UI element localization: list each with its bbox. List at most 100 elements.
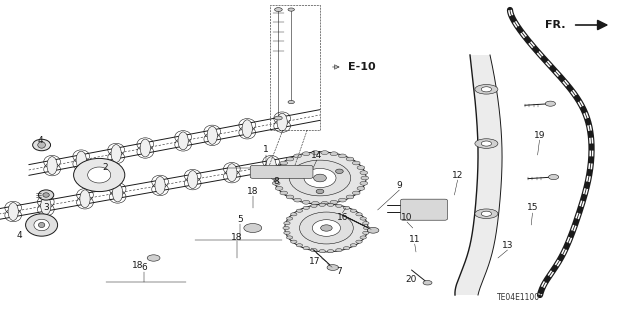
Ellipse shape: [284, 222, 290, 225]
Ellipse shape: [38, 142, 45, 148]
Ellipse shape: [328, 203, 334, 206]
Text: 4: 4: [38, 136, 43, 145]
Ellipse shape: [283, 226, 289, 230]
Text: 20: 20: [406, 276, 417, 285]
FancyBboxPatch shape: [401, 199, 447, 220]
Ellipse shape: [266, 157, 276, 174]
Ellipse shape: [300, 212, 353, 244]
Ellipse shape: [346, 157, 354, 161]
Text: 5: 5: [237, 216, 243, 225]
Ellipse shape: [47, 157, 57, 174]
Text: 13: 13: [502, 241, 513, 249]
Ellipse shape: [548, 174, 559, 180]
Text: 12: 12: [452, 170, 463, 180]
Ellipse shape: [286, 195, 294, 199]
Ellipse shape: [335, 169, 343, 174]
Text: 7: 7: [337, 268, 342, 277]
Ellipse shape: [291, 240, 297, 243]
Ellipse shape: [33, 139, 51, 151]
Ellipse shape: [367, 227, 379, 233]
Ellipse shape: [289, 160, 351, 196]
Ellipse shape: [271, 176, 279, 180]
Text: FR.: FR.: [545, 20, 565, 30]
Ellipse shape: [286, 157, 294, 161]
Ellipse shape: [413, 204, 432, 214]
Text: E-10: E-10: [348, 62, 376, 72]
Ellipse shape: [74, 159, 125, 192]
Ellipse shape: [423, 280, 432, 285]
Ellipse shape: [285, 204, 368, 252]
Ellipse shape: [76, 151, 86, 169]
Ellipse shape: [227, 164, 237, 182]
FancyBboxPatch shape: [250, 166, 313, 178]
Ellipse shape: [140, 139, 150, 157]
Ellipse shape: [364, 226, 370, 230]
Ellipse shape: [275, 8, 282, 11]
Text: 1: 1: [263, 145, 268, 154]
Ellipse shape: [312, 220, 340, 236]
Ellipse shape: [330, 152, 338, 156]
Ellipse shape: [357, 166, 365, 169]
Ellipse shape: [360, 182, 367, 185]
Ellipse shape: [311, 249, 317, 252]
Ellipse shape: [297, 169, 305, 174]
Ellipse shape: [280, 191, 287, 195]
Ellipse shape: [88, 167, 111, 183]
Ellipse shape: [294, 198, 301, 202]
Ellipse shape: [207, 126, 218, 144]
Ellipse shape: [353, 161, 360, 165]
Ellipse shape: [545, 101, 556, 106]
Ellipse shape: [244, 224, 262, 233]
Ellipse shape: [188, 171, 198, 189]
Ellipse shape: [321, 151, 328, 154]
Text: 2: 2: [103, 162, 108, 172]
Text: 11: 11: [409, 235, 420, 244]
Ellipse shape: [356, 240, 362, 243]
Ellipse shape: [275, 116, 282, 120]
Ellipse shape: [344, 247, 349, 250]
Polygon shape: [455, 55, 502, 295]
Ellipse shape: [38, 222, 45, 227]
Ellipse shape: [363, 231, 369, 234]
Ellipse shape: [302, 152, 310, 156]
Ellipse shape: [34, 219, 49, 231]
Ellipse shape: [346, 195, 354, 199]
Text: 3: 3: [44, 204, 49, 212]
Text: 8: 8: [274, 177, 279, 187]
Ellipse shape: [277, 113, 287, 131]
Ellipse shape: [475, 139, 498, 148]
Ellipse shape: [357, 187, 365, 190]
Ellipse shape: [321, 225, 332, 231]
Ellipse shape: [43, 193, 49, 197]
Text: 17: 17: [309, 257, 321, 266]
Ellipse shape: [26, 214, 58, 236]
Ellipse shape: [147, 255, 160, 261]
Ellipse shape: [360, 171, 367, 174]
Ellipse shape: [481, 87, 492, 92]
Ellipse shape: [284, 231, 290, 234]
Ellipse shape: [113, 184, 123, 202]
Ellipse shape: [178, 132, 188, 150]
Ellipse shape: [38, 190, 54, 200]
Ellipse shape: [350, 209, 356, 212]
Ellipse shape: [312, 151, 319, 154]
Ellipse shape: [280, 161, 287, 165]
Text: 10: 10: [401, 213, 413, 222]
Ellipse shape: [274, 152, 366, 204]
Ellipse shape: [273, 171, 280, 174]
Ellipse shape: [356, 213, 362, 216]
Ellipse shape: [275, 166, 283, 169]
Text: 6: 6: [141, 263, 147, 272]
Ellipse shape: [80, 190, 90, 208]
Text: 19: 19: [534, 130, 545, 139]
Ellipse shape: [296, 244, 303, 247]
Ellipse shape: [344, 206, 349, 210]
Ellipse shape: [339, 154, 346, 158]
Ellipse shape: [353, 191, 360, 195]
Ellipse shape: [303, 247, 310, 250]
Ellipse shape: [288, 100, 294, 104]
Ellipse shape: [339, 198, 346, 202]
Ellipse shape: [302, 200, 310, 204]
Ellipse shape: [155, 176, 165, 194]
Text: 15: 15: [527, 204, 538, 212]
